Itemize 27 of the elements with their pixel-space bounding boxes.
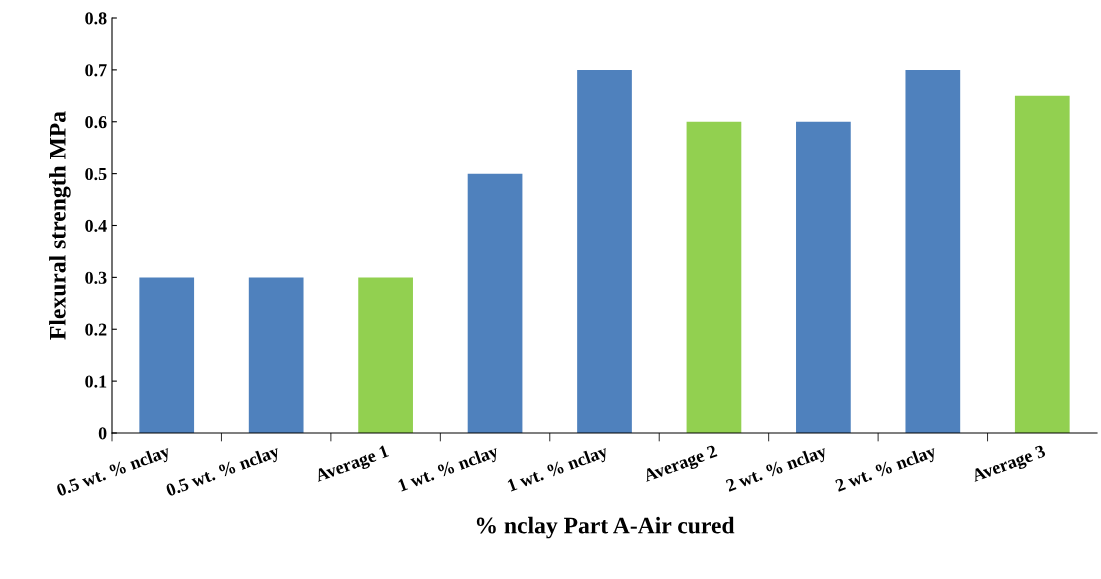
y-axis-title: Flexural strength MPa [49,111,71,340]
bar [467,173,523,433]
x-tick-label: Average 3 [970,444,1048,486]
bar [248,277,304,433]
x-tick-label: Average 2 [642,444,719,486]
y-tick-label: 0.7 [85,64,107,77]
bar [686,121,742,433]
bar [577,69,632,433]
y-tick-label: 0.6 [85,116,107,129]
x-tick-label: 2 wt. % nclay [725,444,829,496]
x-tick-label: 2 wt. % nclay [834,444,939,496]
y-tick-label: 0.8 [85,12,107,25]
bar [905,69,961,433]
bar [358,277,413,433]
bar [1014,95,1070,433]
bar [139,277,195,433]
x-tick-label: 1 wt. % nclay [506,444,610,496]
y-tick-label: 0.2 [85,323,107,336]
x-tick-label: Average 1 [314,444,391,486]
y-tick-label: 0.3 [85,271,107,284]
y-tick-label: 0.1 [85,375,107,388]
y-tick-label: 0.4 [85,219,107,233]
y-tick-label: 0 [98,427,107,440]
bar [796,121,851,433]
y-tick-label: 0.5 [85,167,107,181]
x-tick-label: 1 wt. % nclay [397,444,501,496]
x-axis-title: % nclay Part A-Air cured [476,516,735,539]
